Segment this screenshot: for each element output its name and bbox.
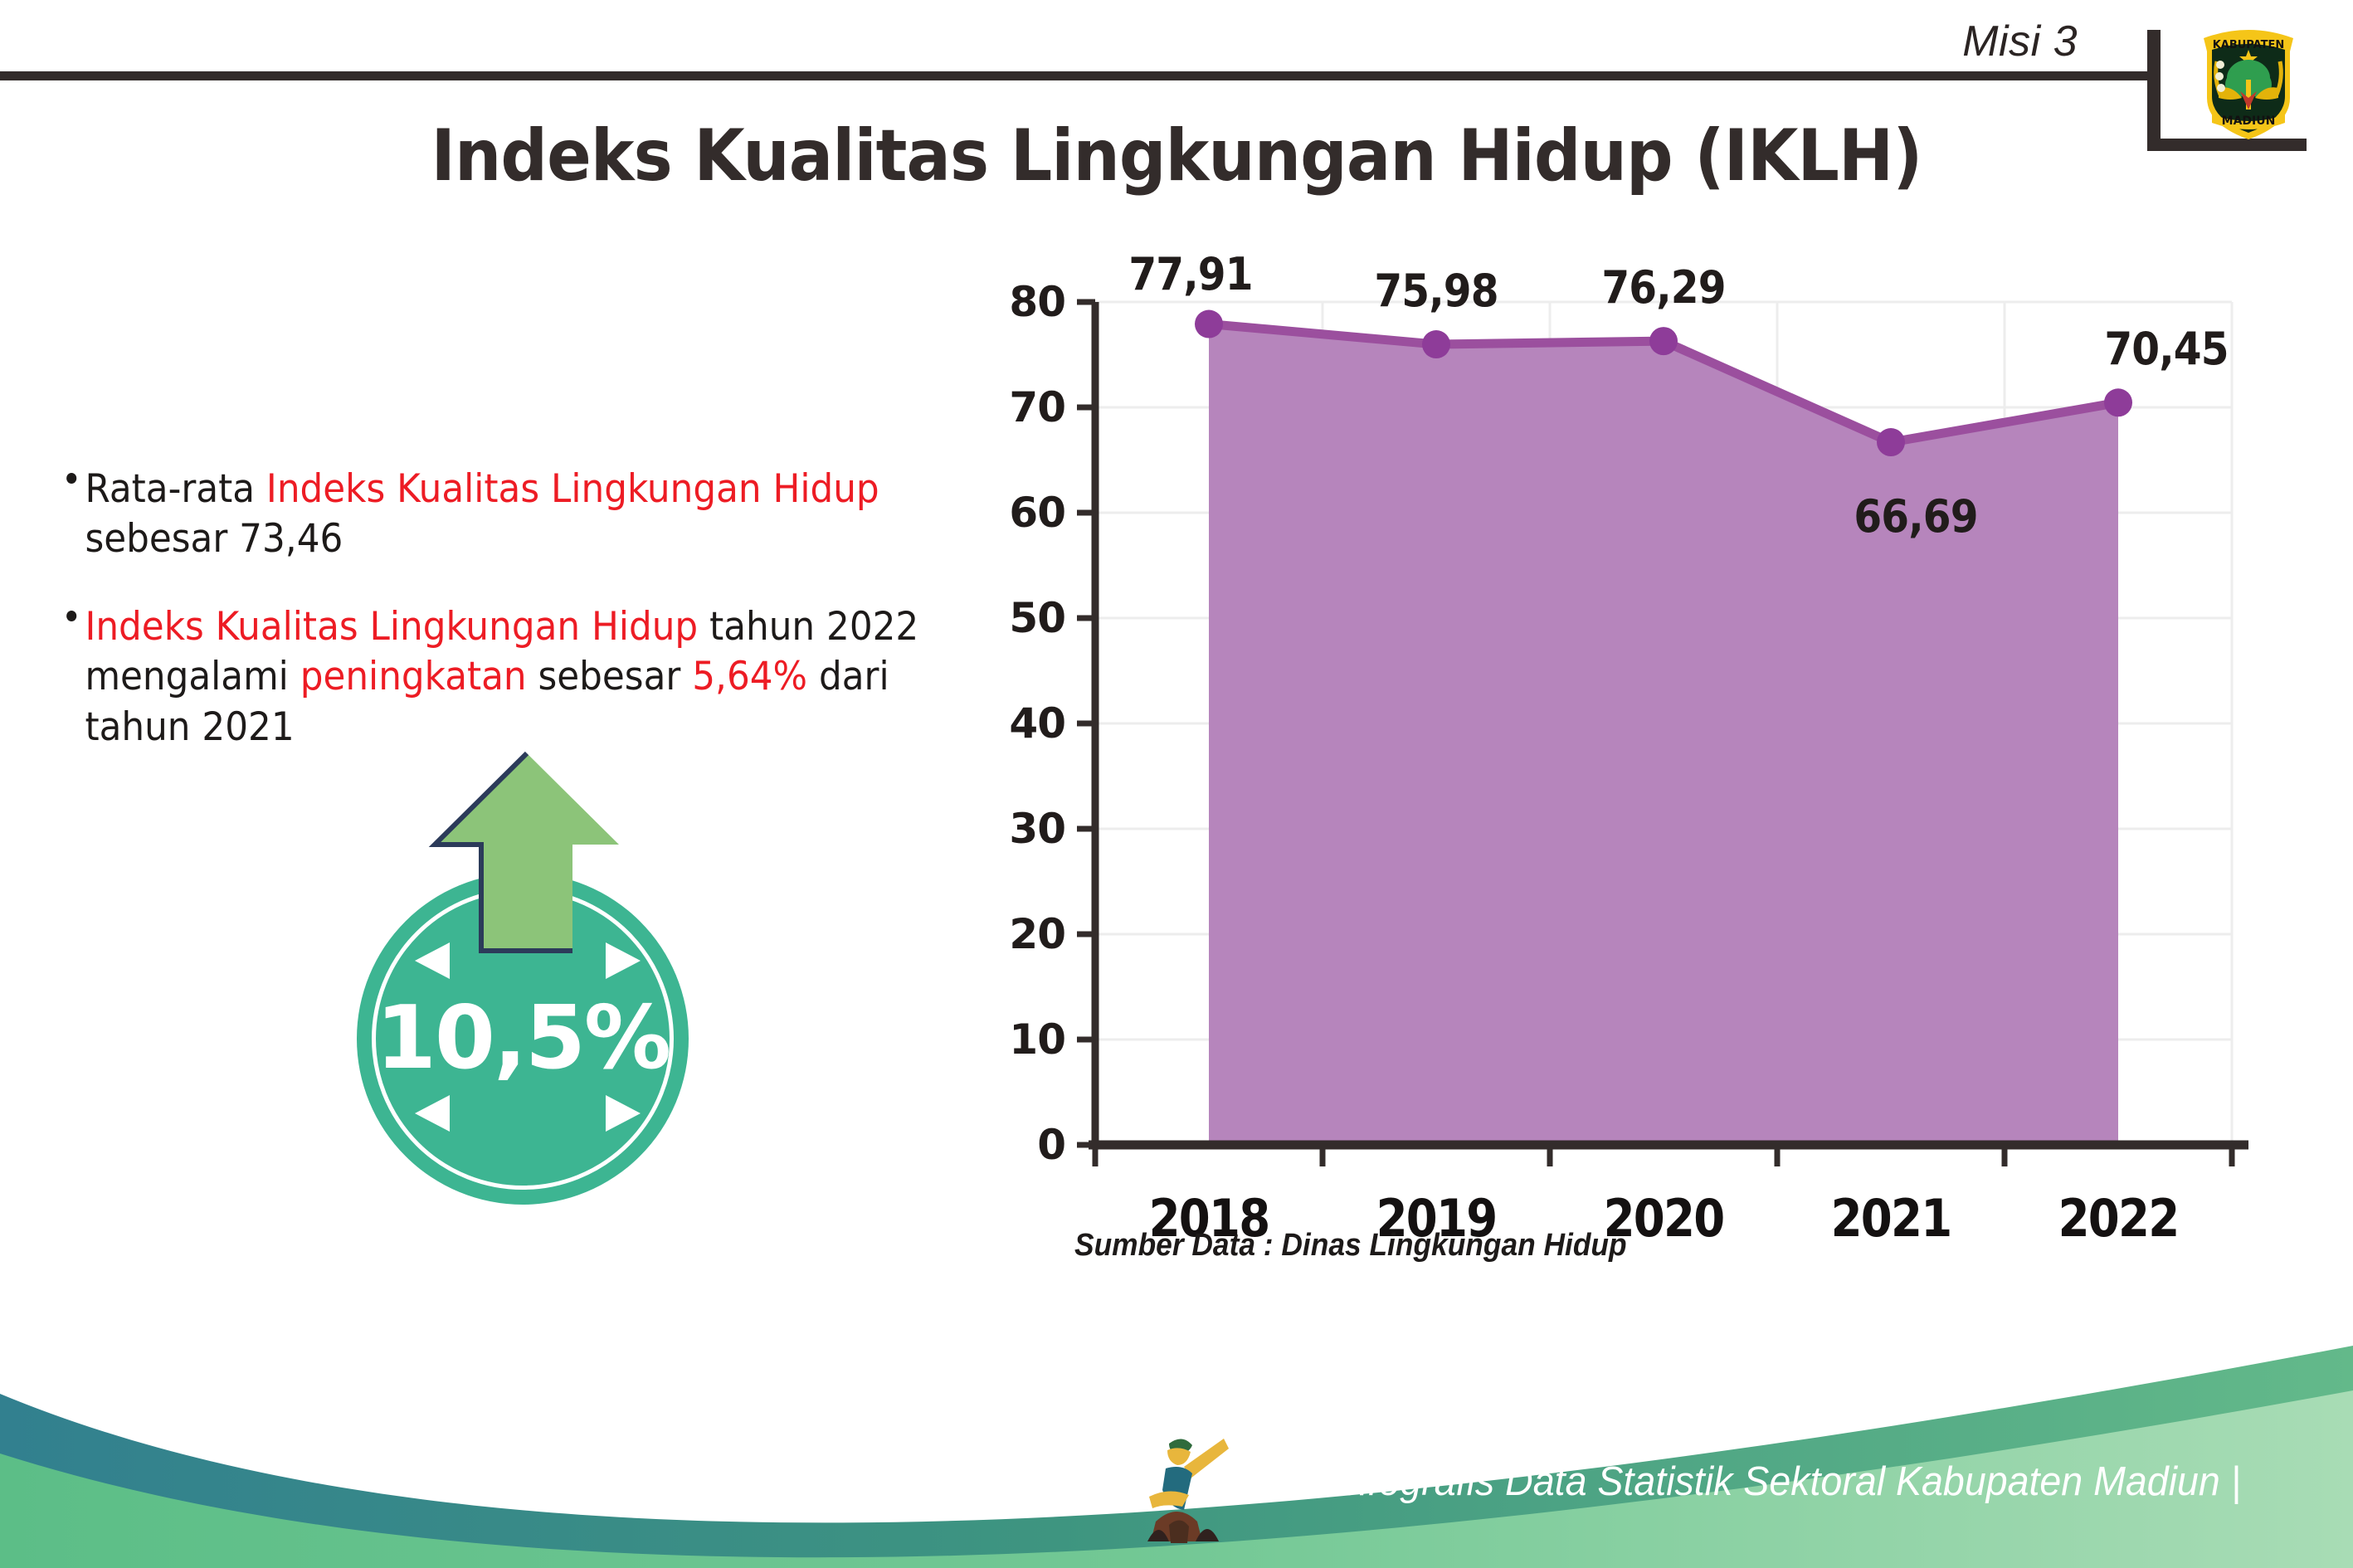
kabupaten-madiun-logo-icon: KABUPATEN MADIUN — [2195, 18, 2302, 143]
bullet-text-2: Indeks Kualitas Lingkungan Hidup tahun 2… — [68, 602, 933, 752]
chart-svg — [1077, 299, 2248, 1166]
bullet-text-1: Rata-rata Indeks Kualitas Lingkungan Hid… — [68, 465, 933, 564]
y-axis-label: 50 — [1009, 594, 1066, 642]
x-axis-label: 2021 — [1830, 1188, 1953, 1249]
y-axis-label: 60 — [1009, 489, 1066, 537]
badge-arrow-mark-br — [606, 1095, 652, 1132]
x-axis-label: 2019 — [1376, 1188, 1498, 1249]
chart-source-note: Sumber Data : Dinas Lingkungan Hidup — [1074, 1228, 1627, 1263]
y-axis-label: 80 — [1009, 278, 1066, 326]
data-label: 75,98 — [1374, 265, 1498, 318]
iklh-area-chart: 0 10 20 30 40 50 60 70 80 2018 2019 2020 2021 2022 7… — [987, 248, 2248, 1249]
bullet-seg-highlight: Indeks Kualitas Lingkungan Hidup — [85, 604, 699, 650]
bullet-seg: sebesar — [526, 654, 693, 700]
data-label: 77,91 — [1128, 247, 1253, 300]
bullet-list: Rata-rata Indeks Kualitas Lingkungan Hid… — [66, 465, 997, 791]
badge-percent-value: 10,5% — [375, 987, 671, 1088]
y-axis-label: 20 — [1009, 910, 1066, 958]
page-title: Indeks Kualitas Lingkungan Hidup (IKLH) — [431, 114, 1922, 197]
bullet-seg: tahun 2022 mengalami — [85, 604, 919, 700]
y-axis-label: 40 — [1009, 699, 1066, 747]
misi-label: Misi 3 — [1962, 17, 2078, 66]
bullet-seg: sebesar 73,46 — [85, 516, 343, 562]
badge-arrow-mark-tl — [403, 942, 450, 979]
data-label: 66,69 — [1854, 490, 1978, 543]
y-axis-label: 30 — [1009, 805, 1066, 853]
x-axis-label: 2020 — [1603, 1188, 1726, 1249]
bullet-seg: dari tahun 2021 — [85, 654, 889, 750]
y-axis-label: 0 — [1037, 1121, 1066, 1169]
y-axis-label: 10 — [1009, 1015, 1066, 1064]
y-axis-label: 70 — [1009, 383, 1066, 431]
bullet-seg-highlight: Indeks Kualitas Lingkungan Hidup — [266, 466, 879, 512]
bullet-seg-highlight: peningkatan — [300, 654, 527, 700]
bullet-dot-icon — [66, 611, 77, 622]
data-label: 76,29 — [1601, 261, 1726, 314]
bullet-seg-highlight: 5,64% — [692, 654, 808, 700]
up-arrow-icon — [426, 747, 627, 979]
header-bracket-horizontal — [2147, 139, 2307, 151]
badge-arrow-mark-tr — [606, 942, 652, 979]
list-item: Indeks Kualitas Lingkungan Hidup tahun 2… — [66, 602, 933, 752]
svg-text:KABUPATEN: KABUPATEN — [2213, 39, 2285, 51]
footer-caption: Media Infografis Data Statistik Sektoral… — [1220, 1459, 2241, 1504]
bullet-seg: Rata-rata — [85, 466, 266, 512]
dancer-logo-icon — [1141, 1425, 1240, 1550]
header-bracket-vertical — [2147, 30, 2161, 151]
x-axis-label: 2018 — [1148, 1188, 1271, 1249]
x-axis-label: 2022 — [2058, 1188, 2180, 1249]
data-label: 70,45 — [2104, 323, 2229, 376]
footer-wave — [0, 1294, 2353, 1568]
header-rule — [0, 71, 2147, 80]
increase-badge: 10,5% — [314, 747, 762, 1205]
list-item: Rata-rata Indeks Kualitas Lingkungan Hid… — [66, 465, 933, 564]
badge-arrow-mark-bl — [403, 1095, 450, 1132]
svg-text:MADIUN: MADIUN — [2222, 114, 2276, 128]
bullet-dot-icon — [66, 473, 77, 484]
